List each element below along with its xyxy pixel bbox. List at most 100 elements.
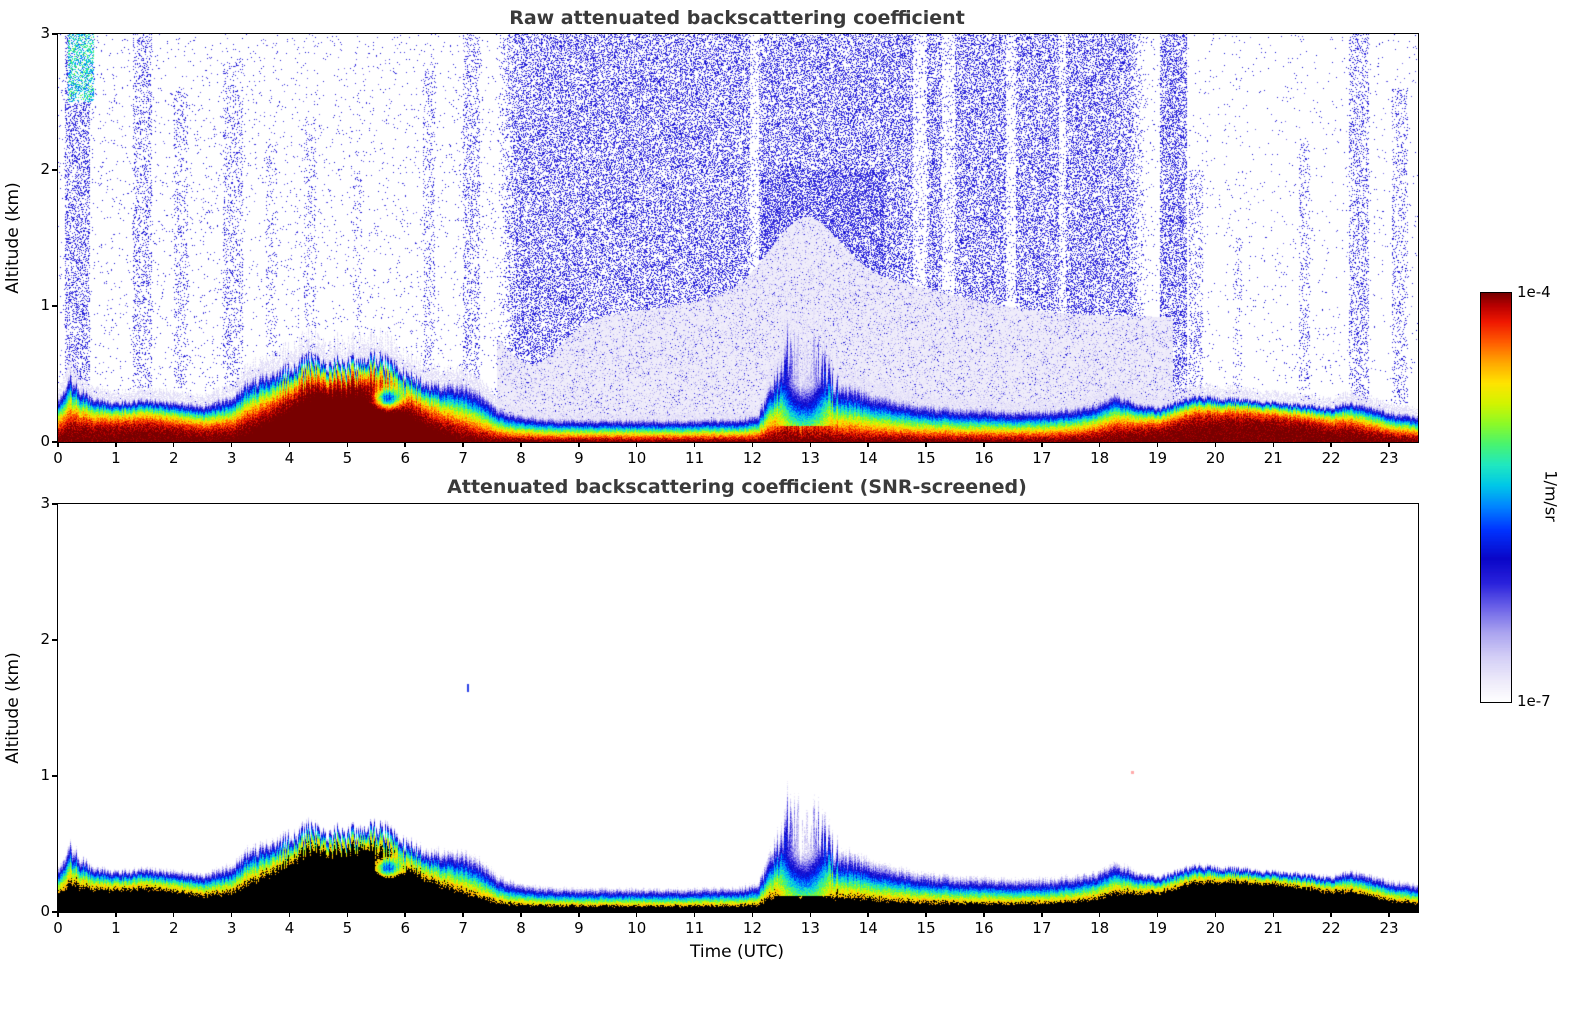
x-tick-mark	[1388, 442, 1390, 447]
x-tick-label: 0	[53, 919, 63, 937]
y-tick-mark	[51, 441, 57, 443]
y-tick-label: 2	[40, 160, 50, 178]
x-tick-label: 6	[400, 449, 410, 467]
x-tick-label: 21	[1263, 919, 1283, 937]
x-tick-label: 2	[168, 449, 179, 467]
x-tick-mark	[288, 912, 291, 917]
x-tick-mark	[693, 442, 696, 447]
x-tick-label: 23	[1379, 919, 1399, 937]
x-tick-mark	[57, 442, 59, 447]
y-tick-label: 3	[40, 24, 50, 42]
y-tick-label: 3	[40, 494, 50, 512]
x-tick-label: 18	[1090, 449, 1110, 467]
x-tick-mark	[172, 442, 175, 447]
x-tick-label: 15	[916, 449, 936, 467]
raw-heatmap-panel: Altitude (km) 0 1 2 3 4 5 6 7 8 9 10 11 12 13 14 15 16 17…	[3, 24, 1419, 467]
x-tick-label: 1	[111, 919, 121, 937]
x-tick-mark	[635, 912, 638, 917]
screened-panel-title: Attenuated backscattering coefficient (S…	[447, 476, 1027, 498]
x-tick-label: 15	[916, 919, 936, 937]
x-tick-label: 12	[742, 449, 762, 467]
x-tick-mark	[693, 912, 696, 917]
x-tick-mark	[404, 442, 406, 447]
x-tick-label: 20	[1205, 449, 1225, 467]
x-tick-label: 10	[627, 919, 647, 937]
x-tick-label: 5	[342, 919, 353, 937]
x-tick-mark	[983, 912, 985, 917]
y-tick-mark	[51, 639, 57, 641]
y-tick-mark	[51, 911, 57, 913]
screened-heatmap-panel: Altitude (km) 0 1 2 3 4 5 6 7 8 9 10 11 12 13 14 15 16 17…	[3, 494, 1419, 937]
x-tick-mark	[578, 912, 580, 917]
x-tick-mark	[1041, 912, 1043, 917]
time-axis-label: Time (UTC)	[690, 942, 784, 962]
x-tick-mark	[404, 912, 406, 917]
y-tick-label: 0	[40, 902, 50, 920]
x-tick-mark	[462, 442, 464, 447]
x-tick-mark	[1156, 912, 1159, 917]
x-tick-mark	[1272, 912, 1275, 917]
x-tick-label: 17	[1032, 919, 1052, 937]
y-tick-label: 1	[40, 766, 50, 784]
x-tick-mark	[751, 912, 754, 917]
x-tick-mark	[925, 912, 927, 917]
x-tick-mark	[1330, 912, 1332, 917]
x-tick-mark	[115, 912, 117, 917]
x-tick-mark	[57, 912, 59, 917]
x-tick-label: 16	[974, 919, 994, 937]
x-tick-mark	[1388, 912, 1390, 917]
x-tick-mark	[578, 442, 580, 447]
x-tick-mark	[925, 442, 927, 447]
raw-y-axis-label: Altitude (km)	[3, 182, 23, 294]
colorbar-canvas	[1481, 293, 1511, 702]
x-tick-label: 19	[1148, 919, 1168, 937]
x-tick-mark	[520, 442, 522, 447]
x-tick-mark	[1098, 442, 1101, 447]
x-tick-mark	[1330, 442, 1332, 447]
y-tick-mark	[51, 33, 57, 35]
y-tick-label: 2	[40, 630, 50, 648]
x-tick-mark	[230, 442, 233, 447]
x-tick-mark	[1041, 442, 1043, 447]
x-tick-label: 13	[800, 449, 820, 467]
raw-panel-title: Raw attenuated backscattering coefficien…	[509, 7, 965, 29]
x-tick-label: 21	[1263, 449, 1283, 467]
x-tick-label: 4	[284, 919, 295, 937]
colorbar-min-label: 1e-7	[1517, 692, 1551, 710]
x-tick-mark	[983, 442, 985, 447]
x-tick-label: 18	[1090, 919, 1110, 937]
x-tick-mark	[1098, 912, 1101, 917]
x-tick-label: 19	[1148, 449, 1168, 467]
x-tick-mark	[288, 442, 291, 447]
raw-heatmap-canvas	[58, 34, 1418, 442]
x-tick-label: 5	[342, 449, 353, 467]
x-tick-mark	[346, 442, 349, 447]
x-tick-mark	[751, 442, 754, 447]
x-tick-mark	[867, 912, 869, 917]
x-tick-label: 11	[685, 919, 705, 937]
x-tick-mark	[1156, 442, 1159, 447]
x-tick-label: 13	[800, 919, 820, 937]
x-tick-mark	[1272, 442, 1275, 447]
colorbar-max-label: 1e-4	[1517, 283, 1551, 301]
x-tick-label: 2	[168, 919, 179, 937]
y-tick-label: 1	[40, 296, 50, 314]
y-tick-mark	[51, 169, 57, 171]
x-tick-label: 12	[742, 919, 762, 937]
x-tick-label: 14	[858, 919, 878, 937]
x-tick-label: 7	[458, 449, 468, 467]
x-tick-label: 14	[858, 449, 878, 467]
x-tick-label: 23	[1379, 449, 1399, 467]
x-tick-label: 7	[458, 919, 468, 937]
x-tick-label: 3	[226, 449, 237, 467]
x-tick-mark	[172, 912, 175, 917]
x-tick-label: 8	[516, 449, 526, 467]
x-tick-label: 22	[1321, 449, 1341, 467]
x-tick-label: 6	[400, 919, 410, 937]
x-tick-mark	[635, 442, 638, 447]
x-tick-label: 8	[516, 919, 526, 937]
screened-y-axis-label: Altitude (km)	[3, 652, 23, 764]
x-tick-label: 11	[685, 449, 705, 467]
y-tick-mark	[51, 775, 57, 777]
